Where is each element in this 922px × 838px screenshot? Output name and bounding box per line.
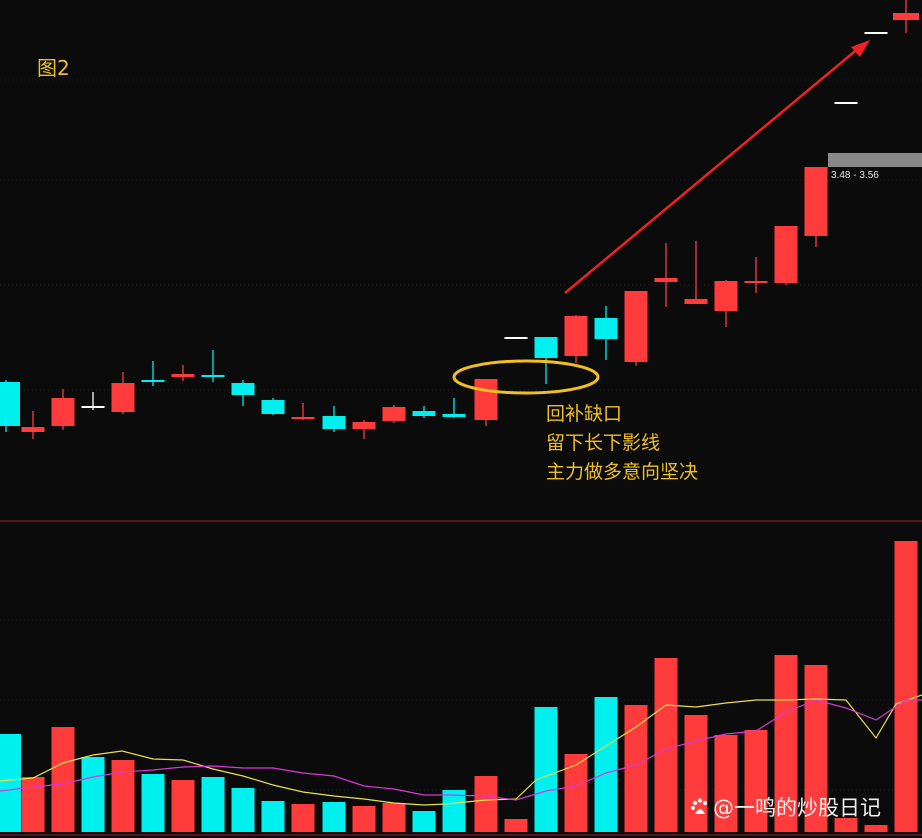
volume-bar <box>171 780 195 832</box>
candle <box>111 372 135 414</box>
candle <box>171 365 195 381</box>
volume-bar <box>141 774 165 832</box>
ma-line <box>0 694 922 806</box>
watermark: @一鸣的炒股日记 <box>690 792 881 822</box>
candle <box>261 398 285 415</box>
candle <box>322 406 346 432</box>
volume-bar <box>624 705 648 832</box>
volume-bar <box>51 727 75 832</box>
volume-bar <box>474 776 498 832</box>
volume-bar <box>291 804 315 832</box>
candle <box>504 337 528 339</box>
candle <box>382 405 406 423</box>
price-range-label: 3.48 - 3.56 <box>831 170 879 181</box>
volume-bar <box>412 811 436 832</box>
gap-highlight-ellipse <box>452 359 600 395</box>
volume-bar <box>684 715 708 832</box>
volume-bars <box>0 541 918 832</box>
candle <box>141 361 165 386</box>
volume-bar <box>81 757 105 832</box>
volume-bar <box>744 730 768 832</box>
volume-bar <box>442 790 466 832</box>
candle <box>893 0 919 33</box>
candle <box>291 403 315 420</box>
candle <box>231 380 255 406</box>
candle <box>21 411 45 439</box>
candle <box>474 379 498 426</box>
volume-bar <box>534 707 558 832</box>
volume-bar <box>352 806 376 832</box>
annotation-line: 留下长下影线 <box>546 432 661 454</box>
volume-bar <box>21 777 45 832</box>
volume-bar <box>804 665 828 832</box>
baidu-paw-icon <box>691 798 708 814</box>
candle <box>744 257 768 293</box>
annotation-line: 回补缺口 <box>546 403 623 425</box>
volume-bar <box>0 734 21 832</box>
trend-arrow <box>564 40 870 294</box>
candle <box>774 226 798 285</box>
volume-bar <box>261 801 285 832</box>
candle <box>412 406 436 418</box>
watermark-text: @一鸣的炒股日记 <box>713 796 881 820</box>
volume-bar <box>864 825 888 832</box>
volume-bar <box>201 777 225 832</box>
volume-bar <box>111 760 135 832</box>
candle <box>654 243 678 307</box>
candle <box>201 350 225 382</box>
volume-bar <box>654 658 678 832</box>
volume-bar <box>714 735 738 832</box>
volume-bar <box>564 754 588 832</box>
candle <box>442 398 466 418</box>
candle <box>624 291 648 366</box>
annotation-text: 回补缺口 留下长下影线 主力做多意向坚决 <box>546 400 698 487</box>
price-candles <box>0 0 919 439</box>
candle <box>864 32 888 34</box>
volume-bar <box>382 803 406 832</box>
price-tag-bar <box>828 153 922 167</box>
volume-bar <box>834 818 858 832</box>
candle <box>81 392 105 410</box>
candle <box>714 280 738 327</box>
annotation-line: 主力做多意向坚决 <box>546 461 699 483</box>
volume-bar <box>322 802 346 832</box>
candle <box>564 315 588 363</box>
candle <box>684 241 708 304</box>
volume-bar <box>231 788 255 832</box>
candle <box>0 380 20 432</box>
candle <box>804 167 828 247</box>
volume-bar <box>894 541 918 832</box>
candle <box>352 420 376 439</box>
figure-label: 图2 <box>37 56 70 80</box>
candle <box>834 102 858 104</box>
volume-bar <box>504 819 528 832</box>
candle <box>51 389 75 430</box>
volume-moving-averages <box>0 694 922 806</box>
ma-line <box>0 699 922 801</box>
volume-bar <box>594 697 618 832</box>
candle <box>594 306 618 360</box>
